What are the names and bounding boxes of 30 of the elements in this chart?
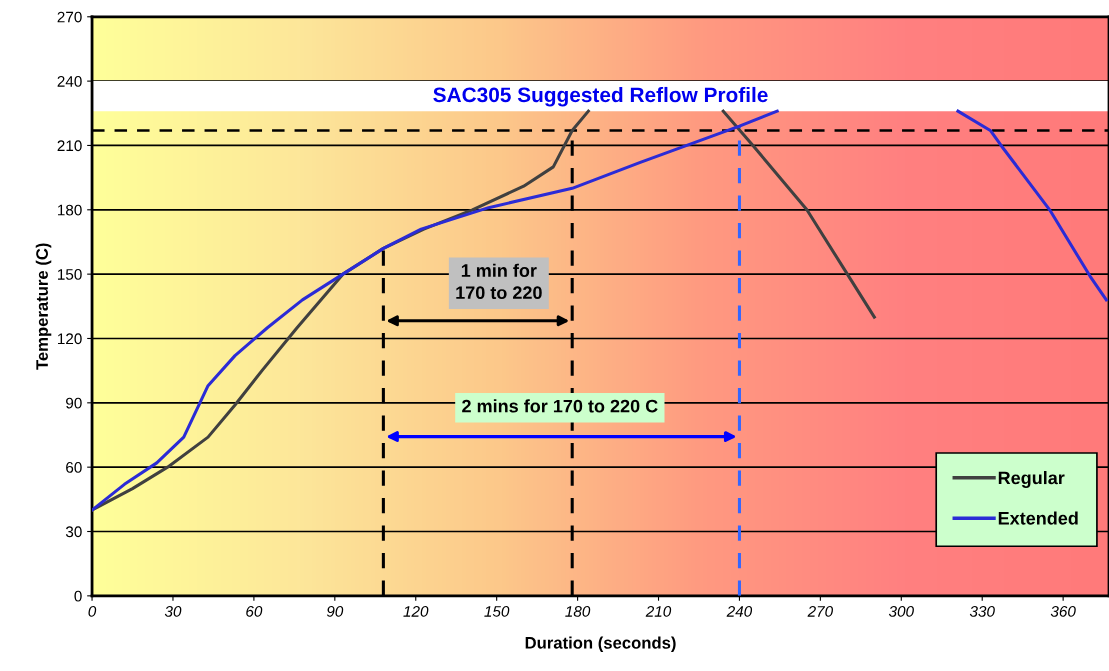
y-tick-label: 0: [74, 590, 82, 602]
x-tick-label: 60: [246, 605, 263, 617]
x-tick-label: 210: [645, 605, 672, 617]
x-tick-label: 300: [888, 605, 914, 617]
x-tick-label: 90: [326, 605, 344, 617]
x-tick-label: 120: [403, 605, 429, 617]
y-tick-label: 240: [57, 75, 82, 87]
x-tick-label: 150: [484, 605, 510, 617]
legend-label: Extended: [998, 511, 1078, 525]
y-tick-label: 30: [65, 526, 82, 538]
y-tick-label: 120: [58, 333, 82, 345]
annotation: 2 mins for 170 to 220 C: [462, 399, 658, 413]
y-axis-title: Temperature (C): [35, 243, 52, 370]
x-tick-label: 30: [164, 605, 182, 617]
y-tick-label: 210: [57, 140, 82, 152]
text: SAC305 Suggested Reflow Profile: [433, 86, 768, 107]
x-tick-label: 240: [726, 605, 753, 617]
x-tick-label: 360: [1050, 605, 1076, 617]
annotation: 1 min for 170 to 220: [456, 263, 542, 300]
x-tick-label: 0: [88, 605, 97, 617]
x-tick-label: 270: [807, 605, 833, 617]
y-tick-label: 60: [66, 462, 82, 473]
y-tick-label: 150: [58, 269, 82, 280]
x-axis-title: Duration (seconds): [525, 636, 676, 653]
x-tick-label: 180: [565, 605, 591, 617]
y-tick-label: 90: [66, 397, 82, 409]
x-tick-label: 330: [969, 605, 995, 617]
y-tick-label: 180: [58, 204, 82, 216]
y-tick-label: 270: [57, 11, 82, 23]
legend-label: Regular: [998, 471, 1065, 488]
